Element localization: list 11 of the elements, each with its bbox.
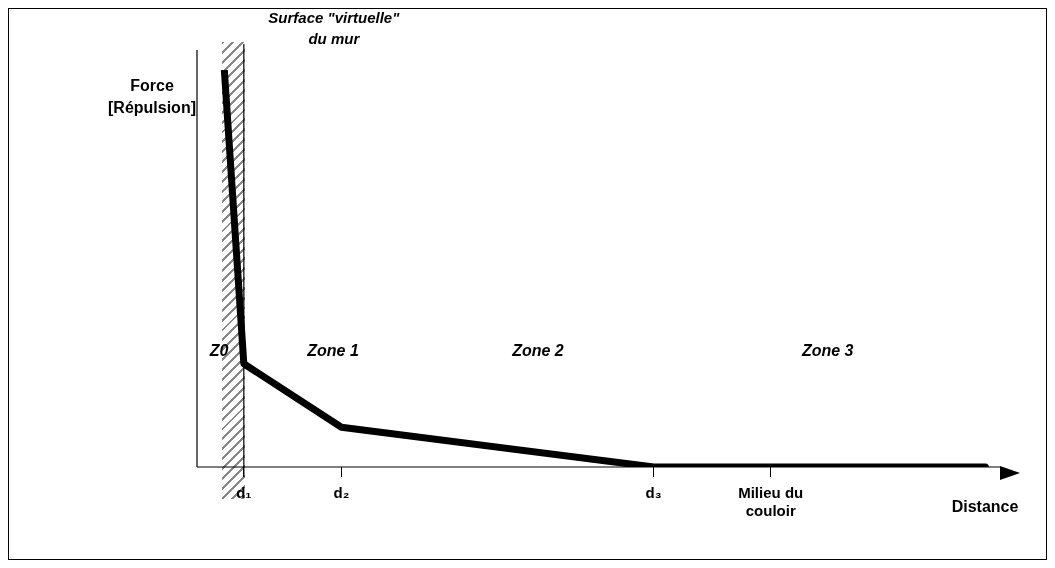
- annotation: Zone 2: [511, 342, 564, 360]
- annotation: Z0: [208, 342, 229, 360]
- x-tick-label: d₁: [236, 484, 252, 502]
- annotation: Zone 1: [306, 342, 359, 360]
- annotation: Zone 3: [800, 342, 854, 360]
- x-tick-label: d₃: [645, 484, 662, 502]
- x-tick-label: d₂: [333, 484, 350, 502]
- x-tick-label: Milieu du couloir: [738, 484, 804, 520]
- ref-line-label: Surface "virtuelle" du mur: [268, 8, 401, 47]
- x-axis-title: Distance: [951, 498, 1019, 516]
- y-axis-title: Force [Répulsion]: [108, 77, 196, 117]
